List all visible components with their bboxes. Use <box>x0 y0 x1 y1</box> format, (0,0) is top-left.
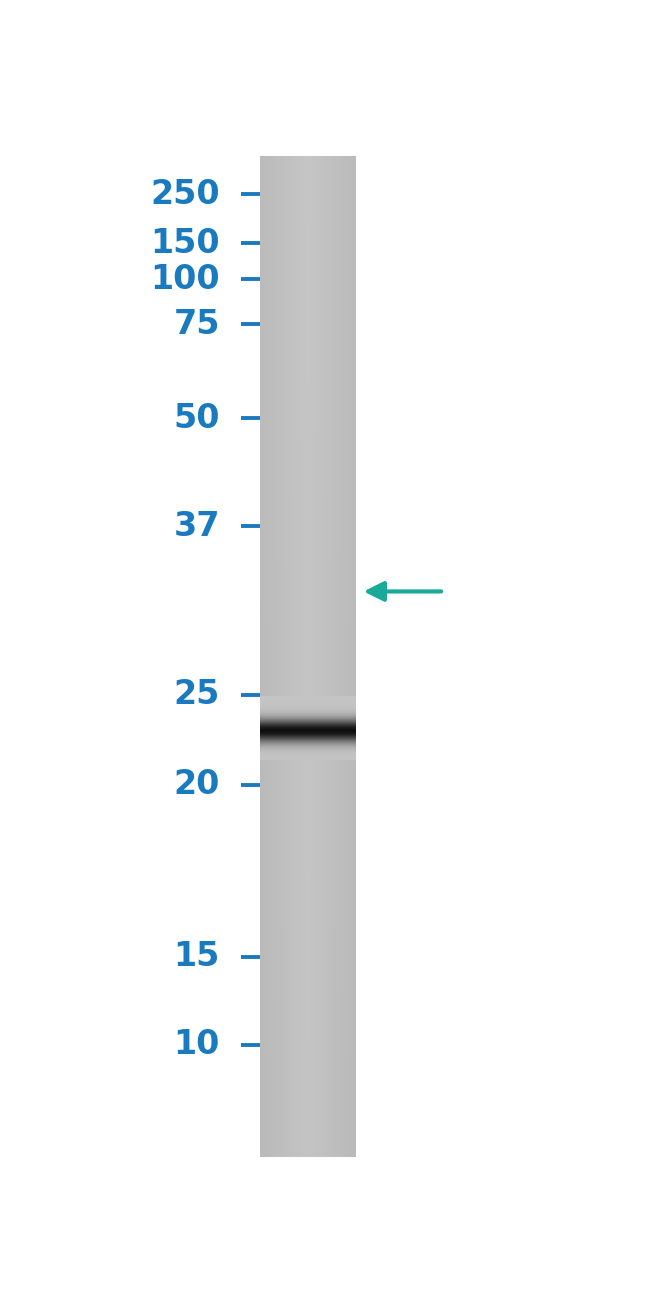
Text: 15: 15 <box>174 940 220 974</box>
Text: 37: 37 <box>174 510 220 543</box>
Text: 100: 100 <box>150 263 220 295</box>
Text: 150: 150 <box>150 226 220 260</box>
Text: 25: 25 <box>174 679 220 711</box>
Text: 10: 10 <box>174 1028 220 1061</box>
Text: 20: 20 <box>174 768 220 801</box>
Text: 250: 250 <box>150 178 220 211</box>
Text: 75: 75 <box>174 308 220 341</box>
Text: 50: 50 <box>174 402 220 434</box>
